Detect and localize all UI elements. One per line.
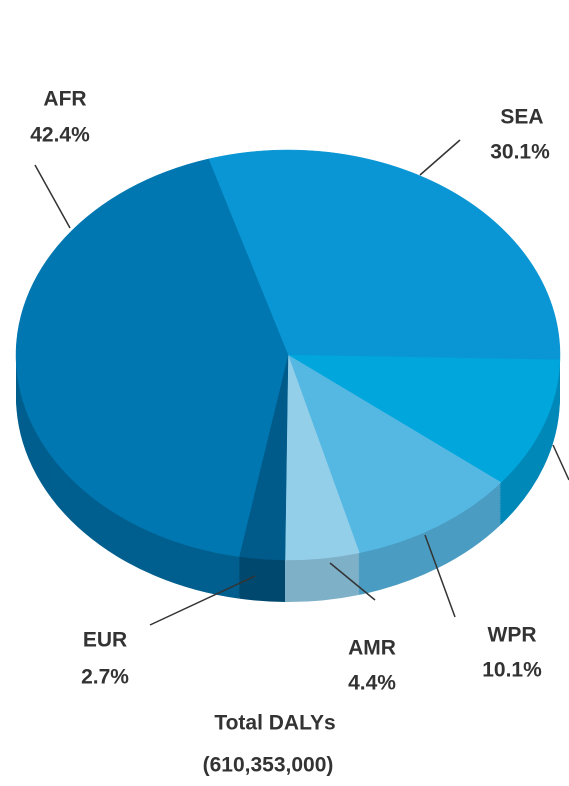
- leader-line: [419, 139, 461, 176]
- slice-label: EUR: [83, 629, 127, 652]
- slice-label: WPR: [488, 624, 537, 647]
- slice: [15, 158, 289, 557]
- chart-title: Total DALYs: [214, 712, 335, 735]
- leader-line: [424, 534, 456, 618]
- value-label: 2.7%: [81, 666, 129, 689]
- value-label: 4.4%: [348, 672, 396, 695]
- slice-label: AFR: [43, 88, 86, 111]
- chart-subtitle: (610,353,000): [203, 754, 334, 777]
- leader-line: [149, 575, 256, 626]
- leader-line: [34, 164, 71, 229]
- value-label: 42.4%: [30, 124, 90, 147]
- slice: [208, 149, 561, 361]
- value-label: 10.1%: [482, 659, 542, 682]
- value-label: 30.1%: [490, 141, 550, 164]
- leader-line: [329, 562, 376, 601]
- slice-label: AMR: [348, 637, 396, 660]
- leader-line: [552, 444, 569, 481]
- slice-label: SEA: [500, 106, 543, 129]
- slice: [287, 354, 561, 483]
- slice: [287, 354, 502, 554]
